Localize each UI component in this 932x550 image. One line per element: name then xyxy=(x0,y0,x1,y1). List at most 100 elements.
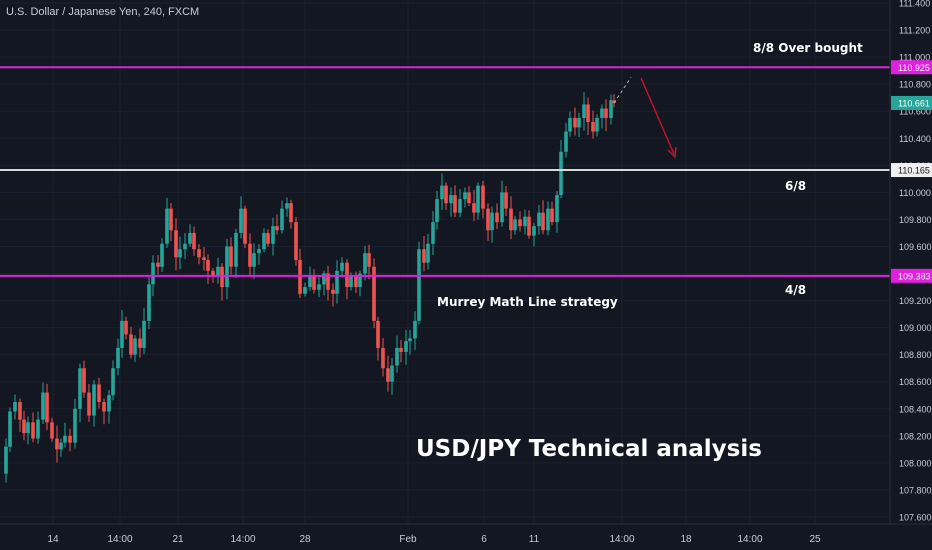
time-axis[interactable]: 14 14:00 21 14:00 28 Feb 6 11 14:00 18 14:00 25 xyxy=(47,534,821,545)
grid xyxy=(0,0,890,524)
four-eighths-label: 4/8 xyxy=(785,283,807,297)
candle-body xyxy=(431,222,435,244)
candle xyxy=(13,394,17,420)
candle-body xyxy=(82,368,86,393)
candle xyxy=(102,398,106,425)
candle-body xyxy=(399,347,403,352)
candle xyxy=(124,316,128,340)
candle-body xyxy=(463,192,467,200)
candle-body xyxy=(174,230,178,258)
candle-body xyxy=(564,131,568,152)
candle xyxy=(294,216,298,266)
candle xyxy=(22,410,26,441)
candle-body xyxy=(435,199,439,223)
candle xyxy=(395,335,399,373)
y-tick-label: 109.000 xyxy=(899,323,932,333)
candles xyxy=(4,92,616,483)
candle xyxy=(312,269,316,294)
strategy-label: Murrey Math Line strategy xyxy=(437,295,618,309)
candle-body xyxy=(555,195,559,223)
candle xyxy=(573,107,577,136)
candle xyxy=(142,307,146,355)
candle xyxy=(449,187,453,217)
candle xyxy=(335,260,339,304)
candle-body xyxy=(275,226,279,231)
candle xyxy=(440,173,444,210)
candle xyxy=(169,202,173,242)
candle-body xyxy=(41,392,45,420)
symbol-title: U.S. Dollar / Japanese Yen, 240, FXCM xyxy=(6,6,200,18)
candle-body xyxy=(349,276,353,288)
candle-body xyxy=(68,435,72,443)
candle xyxy=(541,200,545,235)
candle xyxy=(577,112,581,137)
candle-body xyxy=(537,212,541,227)
y-tick-label: 107.800 xyxy=(899,485,932,495)
candle-body xyxy=(546,208,550,231)
candle xyxy=(518,211,522,232)
candle-body xyxy=(26,422,30,434)
candle-body xyxy=(92,384,96,416)
candle xyxy=(298,248,302,298)
candle-body xyxy=(500,192,504,223)
candle xyxy=(178,236,182,270)
candle xyxy=(326,265,330,301)
candle-body xyxy=(303,287,307,294)
y-tick-label: 108.800 xyxy=(899,350,932,360)
candle xyxy=(422,235,426,272)
candle-body xyxy=(600,108,604,118)
candle xyxy=(413,311,417,351)
candle-body xyxy=(372,266,376,321)
candle xyxy=(308,266,312,291)
candle xyxy=(129,326,133,359)
down-arrow-head xyxy=(667,146,677,159)
candle xyxy=(504,185,508,216)
candle xyxy=(280,200,284,234)
candle xyxy=(431,211,435,255)
candle-body xyxy=(142,320,146,348)
candle-body xyxy=(573,117,577,128)
candle xyxy=(376,316,380,361)
x-tick-label: 18 xyxy=(680,534,692,545)
candle-body xyxy=(8,411,12,447)
candle-body xyxy=(197,249,201,258)
candle xyxy=(303,282,307,297)
candle-body xyxy=(395,347,399,366)
candle xyxy=(609,94,613,125)
candle xyxy=(63,422,67,448)
candle-body xyxy=(156,262,160,267)
candle-body xyxy=(559,151,563,196)
candle xyxy=(463,187,467,208)
candle xyxy=(36,411,40,444)
candle-body xyxy=(367,253,371,267)
candle xyxy=(604,99,608,132)
candle-body xyxy=(331,289,335,294)
x-tick-label: 28 xyxy=(299,534,311,545)
badge-value: 109.383 xyxy=(898,271,931,281)
candle-body xyxy=(518,219,522,227)
candle-body xyxy=(206,260,210,271)
candle xyxy=(97,377,101,409)
candle xyxy=(45,383,49,431)
candle-body xyxy=(363,253,367,274)
candle xyxy=(4,438,8,483)
candle-body xyxy=(63,435,67,443)
candle xyxy=(26,416,30,445)
candle-body xyxy=(36,419,40,439)
candle-body xyxy=(340,262,344,271)
candle xyxy=(340,257,344,278)
candle-body xyxy=(239,208,243,233)
candle-body xyxy=(4,446,8,474)
candle-body xyxy=(138,338,142,348)
candle xyxy=(453,185,457,218)
candle xyxy=(591,110,595,139)
candle xyxy=(183,232,187,259)
candle xyxy=(595,114,599,137)
candle xyxy=(564,122,568,158)
candle xyxy=(408,329,412,355)
candle xyxy=(18,398,22,432)
candle xyxy=(41,382,45,425)
candle xyxy=(600,104,604,129)
candle-body xyxy=(422,249,426,263)
